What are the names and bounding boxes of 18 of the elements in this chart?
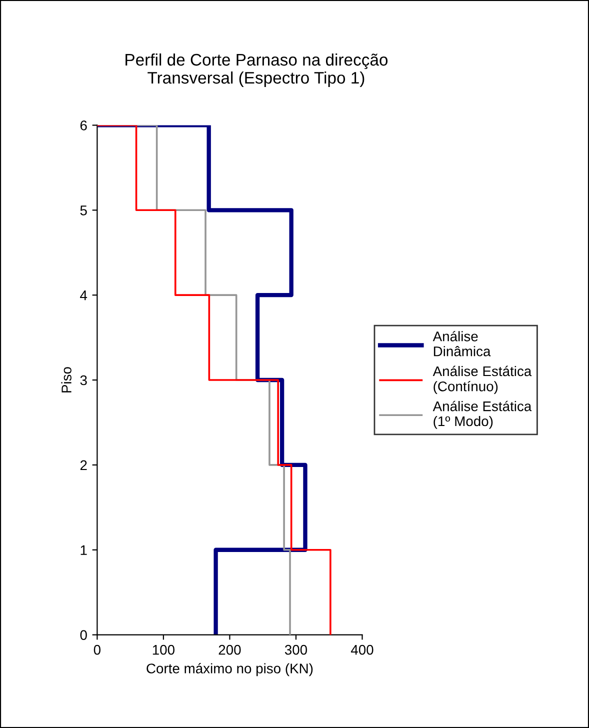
x-tick-label: 100 [152, 644, 174, 655]
x-axis-title: Corte máximo no piso (KN) [146, 663, 313, 676]
y-tick-label: 1 [80, 545, 87, 555]
y-tick-label: 2 [80, 460, 87, 470]
legend-label: Análise Dinâmica [432, 330, 491, 356]
y-axis-title: Piso [61, 367, 72, 392]
x-tick-label: 200 [218, 644, 241, 655]
legend-label: Análise Estática (Contínuo) [432, 366, 532, 394]
x-tick-label: 400 [350, 644, 374, 655]
y-tick-label: 4 [80, 290, 88, 300]
y-tick-label: 6 [80, 120, 87, 130]
x-tick-label: 300 [284, 644, 308, 655]
legend-label: Análise Estática (1º Modo) [432, 400, 532, 429]
chart-title: Perfil de Corte Parnaso na direcção Transversal (Espectro Tipo 1) [126, 53, 388, 88]
x-tick-label: 0 [94, 644, 101, 655]
y-tick-label: 5 [80, 206, 87, 216]
y-tick-label: 3 [80, 375, 87, 386]
y-tick-label: 0 [80, 630, 87, 640]
